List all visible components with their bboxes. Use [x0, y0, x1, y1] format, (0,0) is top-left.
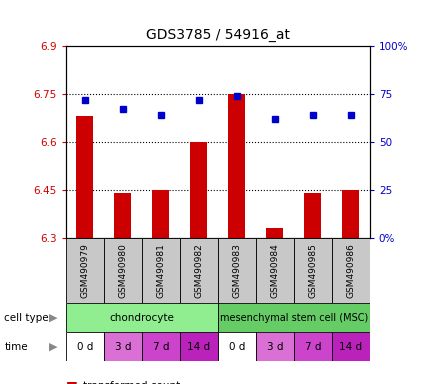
Bar	[190, 142, 207, 238]
Title: GDS3785 / 54916_at: GDS3785 / 54916_at	[146, 28, 290, 42]
Bar	[342, 190, 359, 238]
Text: GSM490980: GSM490980	[118, 243, 127, 298]
Bar	[218, 238, 256, 303]
Text: GSM490983: GSM490983	[232, 243, 241, 298]
Bar	[114, 193, 131, 238]
Bar	[332, 238, 370, 303]
Text: time: time	[4, 341, 28, 352]
Text: mesenchymal stem cell (MSC): mesenchymal stem cell (MSC)	[220, 313, 368, 323]
Bar	[218, 303, 370, 332]
Text: 7 d: 7 d	[305, 341, 321, 352]
Bar	[142, 238, 180, 303]
Bar	[256, 238, 294, 303]
Bar	[66, 238, 104, 303]
Text: 0 d: 0 d	[76, 341, 93, 352]
Bar	[66, 332, 104, 361]
Bar	[218, 332, 256, 361]
Bar	[256, 332, 294, 361]
Text: GSM490985: GSM490985	[308, 243, 317, 298]
Text: 3 d: 3 d	[266, 341, 283, 352]
Bar	[104, 238, 142, 303]
Bar	[76, 116, 94, 238]
Bar	[304, 193, 321, 238]
Bar	[66, 303, 218, 332]
Text: GSM490979: GSM490979	[80, 243, 89, 298]
Bar	[142, 332, 180, 361]
Bar	[104, 332, 142, 361]
Text: 7 d: 7 d	[153, 341, 169, 352]
Bar	[180, 238, 218, 303]
Bar	[152, 190, 170, 238]
Bar	[332, 332, 370, 361]
Text: transformed count: transformed count	[83, 381, 180, 384]
Text: chondrocyte: chondrocyte	[109, 313, 174, 323]
Text: ▶: ▶	[49, 341, 57, 352]
Text: 14 d: 14 d	[187, 341, 210, 352]
Text: 0 d: 0 d	[229, 341, 245, 352]
Bar	[180, 332, 218, 361]
Text: ▶: ▶	[49, 313, 57, 323]
Text: GSM490982: GSM490982	[194, 243, 203, 298]
Text: GSM490986: GSM490986	[346, 243, 355, 298]
Text: cell type: cell type	[4, 313, 49, 323]
Text: 3 d: 3 d	[115, 341, 131, 352]
Bar	[294, 238, 332, 303]
Text: ■: ■	[66, 379, 78, 384]
Bar	[294, 332, 332, 361]
Text: GSM490984: GSM490984	[270, 243, 279, 298]
Bar	[228, 94, 245, 238]
Text: 14 d: 14 d	[339, 341, 363, 352]
Bar	[266, 228, 283, 238]
Text: GSM490981: GSM490981	[156, 243, 165, 298]
